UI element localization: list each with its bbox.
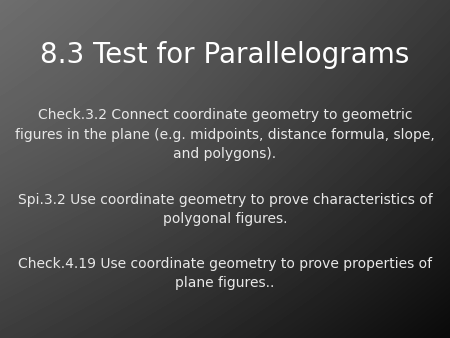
Text: Check.3.2 Connect coordinate geometry to geometric
figures in the plane (e.g. mi: Check.3.2 Connect coordinate geometry to… — [15, 108, 435, 161]
Text: Check.4.19 Use coordinate geometry to prove properties of
plane figures..: Check.4.19 Use coordinate geometry to pr… — [18, 257, 432, 290]
Text: 8.3 Test for Parallelograms: 8.3 Test for Parallelograms — [40, 41, 410, 69]
Text: Spi.3.2 Use coordinate geometry to prove characteristics of
polygonal figures.: Spi.3.2 Use coordinate geometry to prove… — [18, 193, 432, 226]
